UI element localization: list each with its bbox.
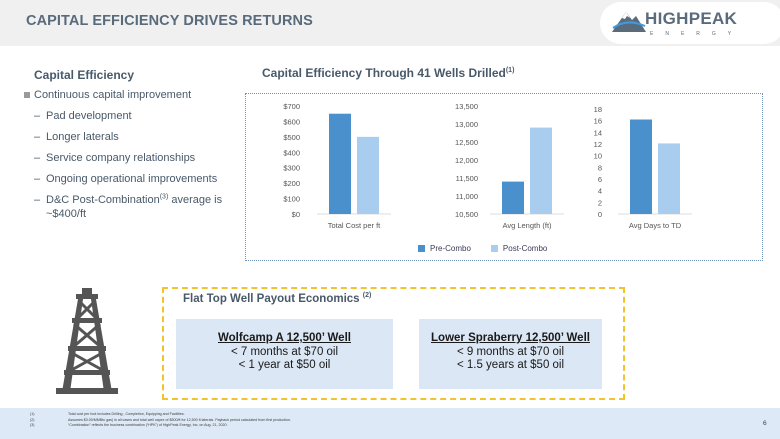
bar-post-combo [357, 136, 379, 214]
wolfcamp-payout-70: < 7 months at $70 oil [230, 345, 339, 358]
y-tick-label: $0 [292, 210, 300, 219]
payout-title: Flat Top Well Payout Economics (2) [183, 292, 372, 305]
bullet-ongoing: Ongoing operational improvements [22, 172, 237, 186]
y-tick-label: 10,500 [455, 210, 478, 219]
y-tick-label: 6 [598, 175, 602, 184]
y-tick-label: $300 [283, 164, 300, 173]
charts-title-footnote-ref: (1) [505, 67, 515, 74]
slide-title: CAPITAL EFFICIENCY DRIVES RETURNS [26, 13, 313, 29]
logo-wordmark: HIGHPEAK [645, 9, 738, 28]
y-tick-label: 0 [598, 210, 602, 219]
spraberry-payout-50: < 1.5 years at $50 oil [456, 359, 565, 371]
capital-efficiency-heading: Capital Efficiency [34, 68, 135, 82]
bullet-dc-footnote-ref: (3) [159, 193, 169, 201]
legend-pre-label: Pre-Combo [430, 244, 471, 253]
y-tick-label: 18 [594, 105, 602, 114]
bar-pre-combo [329, 113, 351, 214]
footnote-2-text: Assumes $3.00/MMBtu gas) in all cases an… [68, 417, 291, 422]
legend-pre-combo: Pre-Combo [418, 244, 471, 253]
legend-pre-swatch [418, 245, 425, 252]
y-tick-label: 13,000 [455, 120, 478, 129]
payout-economics-box [162, 287, 625, 400]
y-tick-label: 13,500 [455, 102, 478, 111]
bar-pre-combo [502, 181, 524, 214]
bar-post-combo [530, 127, 552, 214]
logo-subtitle: ENERGY [650, 31, 744, 37]
charts-title-text: Capital Efficiency Through 41 Wells Dril… [262, 66, 506, 80]
footnote-1-text: Total cost per foot includes Drilling , … [68, 412, 185, 416]
payout-footnote-ref: (2) [362, 292, 372, 300]
bullet-service-text: Service company relationships [46, 152, 196, 164]
bullet-ongoing-text: Ongoing operational improvements [46, 173, 218, 185]
bullet-laterals: Longer laterals [22, 130, 237, 144]
legend-post-label: Post-Combo [502, 244, 548, 253]
y-tick-label: 11,000 [456, 192, 478, 201]
y-tick-label: $500 [283, 133, 300, 142]
y-tick-label: 12,500 [455, 138, 478, 147]
bullet-dc-text: D&C Post-Combination [46, 194, 160, 206]
bullet-pad: Pad development [22, 109, 237, 123]
payout-title-text: Flat Top Well Payout Economics [183, 293, 360, 305]
wolfcamp-payout-50: < 1 year at $50 oil [238, 359, 331, 371]
footnote-1: (1) Total cost per foot includes Drilling… [30, 412, 291, 418]
charts-title: Capital Efficiency Through 41 Wells Dril… [262, 66, 514, 80]
footnote-3: (3) “Combination” reflects the business c… [30, 423, 291, 429]
oil-derrick-icon [56, 288, 118, 394]
y-tick-label: $700 [283, 102, 300, 111]
y-tick-label: $200 [283, 179, 300, 188]
x-category-label: Total Cost per ft [328, 221, 381, 230]
y-tick-label: 2 [598, 198, 602, 207]
charts-panel [245, 93, 763, 261]
x-category-label: Avg Days to TD [629, 221, 682, 230]
bullet-list: Continuous capital improvement Pad devel… [22, 88, 237, 228]
bar-pre-combo [630, 119, 652, 214]
bullet-dc-cost: D&C Post-Combination(3) average is ~$400… [22, 193, 237, 221]
y-tick-label: $400 [283, 148, 300, 157]
legend-post-combo: Post-Combo [490, 244, 548, 253]
y-tick-label: 16 [594, 117, 602, 126]
footnotes: (1) Total cost per foot includes Drilling… [30, 412, 291, 429]
y-tick-label: 8 [598, 163, 602, 172]
bullet-laterals-text: Longer laterals [46, 131, 119, 143]
spraberry-payout-70: < 9 months at $70 oil [456, 345, 565, 358]
y-tick-label: $600 [283, 117, 300, 126]
legend-post-swatch [490, 245, 498, 252]
bullet-main-text: Continuous capital improvement [34, 89, 192, 101]
y-tick-label: 12,000 [455, 156, 478, 165]
y-tick-label: 12 [594, 140, 602, 149]
mountain-logo-icon [612, 12, 646, 32]
spraberry-well-card: Lower Spraberry 12,500’ Well < 9 months … [419, 319, 602, 389]
bullet-main: Continuous capital improvement [22, 88, 237, 102]
bullet-pad-text: Pad development [46, 110, 132, 122]
y-tick-label: 11,500 [456, 174, 478, 183]
footer-band [0, 408, 780, 439]
chart-legend: Pre-Combo Post-Combo [418, 244, 547, 253]
y-tick-label: $100 [283, 195, 300, 204]
wolfcamp-well-card: Wolfcamp A 12,500’ Well < 7 months at $7… [176, 319, 393, 389]
footnote-3-text: “Combination” reflects the business comb… [68, 423, 228, 427]
bullet-service: Service company relationships [22, 151, 237, 165]
footnote-1-num: (1) [30, 412, 35, 416]
y-tick-label: 4 [598, 187, 602, 196]
y-tick-label: 14 [594, 128, 602, 137]
bar-post-combo [658, 143, 680, 214]
footnote-2: (2) Assumes $3.00/MMBtu gas) in all cases… [30, 418, 291, 424]
wolfcamp-well-name: Wolfcamp A 12,500’ Well [218, 332, 351, 344]
x-category-label: Avg Length (ft) [502, 221, 552, 230]
bullet-dc-tail: average is ~$400/ft [46, 194, 223, 220]
footnote-2-num: (2) [30, 417, 35, 422]
page-number: 6 [763, 420, 767, 427]
footnote-3-num: (3) [30, 423, 35, 427]
y-tick-label: 10 [594, 152, 602, 161]
spraberry-well-name: Lower Spraberry 12,500’ Well [431, 332, 590, 344]
